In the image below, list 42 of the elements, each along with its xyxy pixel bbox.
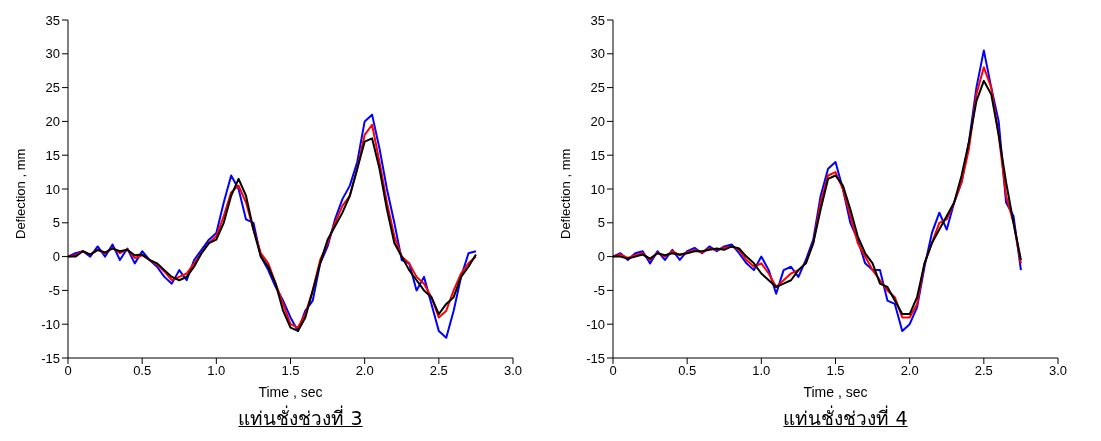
y-tick-label: 30 [45, 46, 60, 62]
y-tick-label: 30 [590, 46, 605, 62]
x-tick-label: 0.5 [678, 363, 697, 379]
x-tick-label: 3.0 [503, 363, 523, 379]
x-axis-title: Time , sec [258, 384, 323, 400]
y-tick-label: 35 [45, 12, 60, 28]
y-tick-label: -15 [41, 350, 60, 366]
y-tick-label: 10 [590, 181, 605, 197]
y-tick-label: 0 [597, 249, 605, 265]
x-tick-label: 2.5 [974, 363, 993, 379]
y-tick-label: 25 [45, 80, 60, 96]
y-tick-label: 15 [45, 147, 60, 163]
text: แท่นชั่งช่วงที่ 3 [237, 404, 364, 431]
x-tick-label: 1.0 [752, 363, 771, 379]
x-tick-label: 1.5 [281, 363, 300, 379]
x-tick-label: 2.5 [429, 363, 448, 379]
y-axis-title: Deflection , mm [12, 148, 28, 239]
y-tick-label: 35 [590, 12, 605, 28]
text: แท่นชั่งช่วงที่ 4 [782, 404, 909, 431]
y-tick-label: 5 [52, 215, 60, 231]
x-tick-label: 0 [64, 363, 72, 379]
y-tick-label: 10 [45, 181, 60, 197]
y-tick-label: 20 [45, 114, 60, 130]
x-tick-label: 1.5 [826, 363, 845, 379]
x-tick-label: 0.5 [133, 363, 152, 379]
x-axis-title: Time , sec [803, 384, 868, 400]
x-tick-label: 3.0 [1048, 363, 1068, 379]
x-tick-label: 1.0 [207, 363, 226, 379]
y-tick-label: -10 [586, 316, 605, 332]
y-tick-label: 25 [590, 80, 605, 96]
y-tick-label: -5 [48, 283, 60, 299]
x-tick-label: 0 [609, 363, 617, 379]
y-tick-label: -15 [586, 350, 605, 366]
y-axis-title: Deflection , mm [557, 148, 573, 239]
y-tick-label: -5 [593, 283, 605, 299]
x-tick-label: 2.0 [355, 363, 374, 379]
y-tick-label: -10 [41, 316, 60, 332]
y-tick-label: 5 [597, 215, 605, 231]
x-tick-label: 2.0 [900, 363, 919, 379]
y-tick-label: 15 [590, 147, 605, 163]
y-tick-label: 0 [52, 249, 60, 265]
y-tick-label: 20 [590, 114, 605, 130]
